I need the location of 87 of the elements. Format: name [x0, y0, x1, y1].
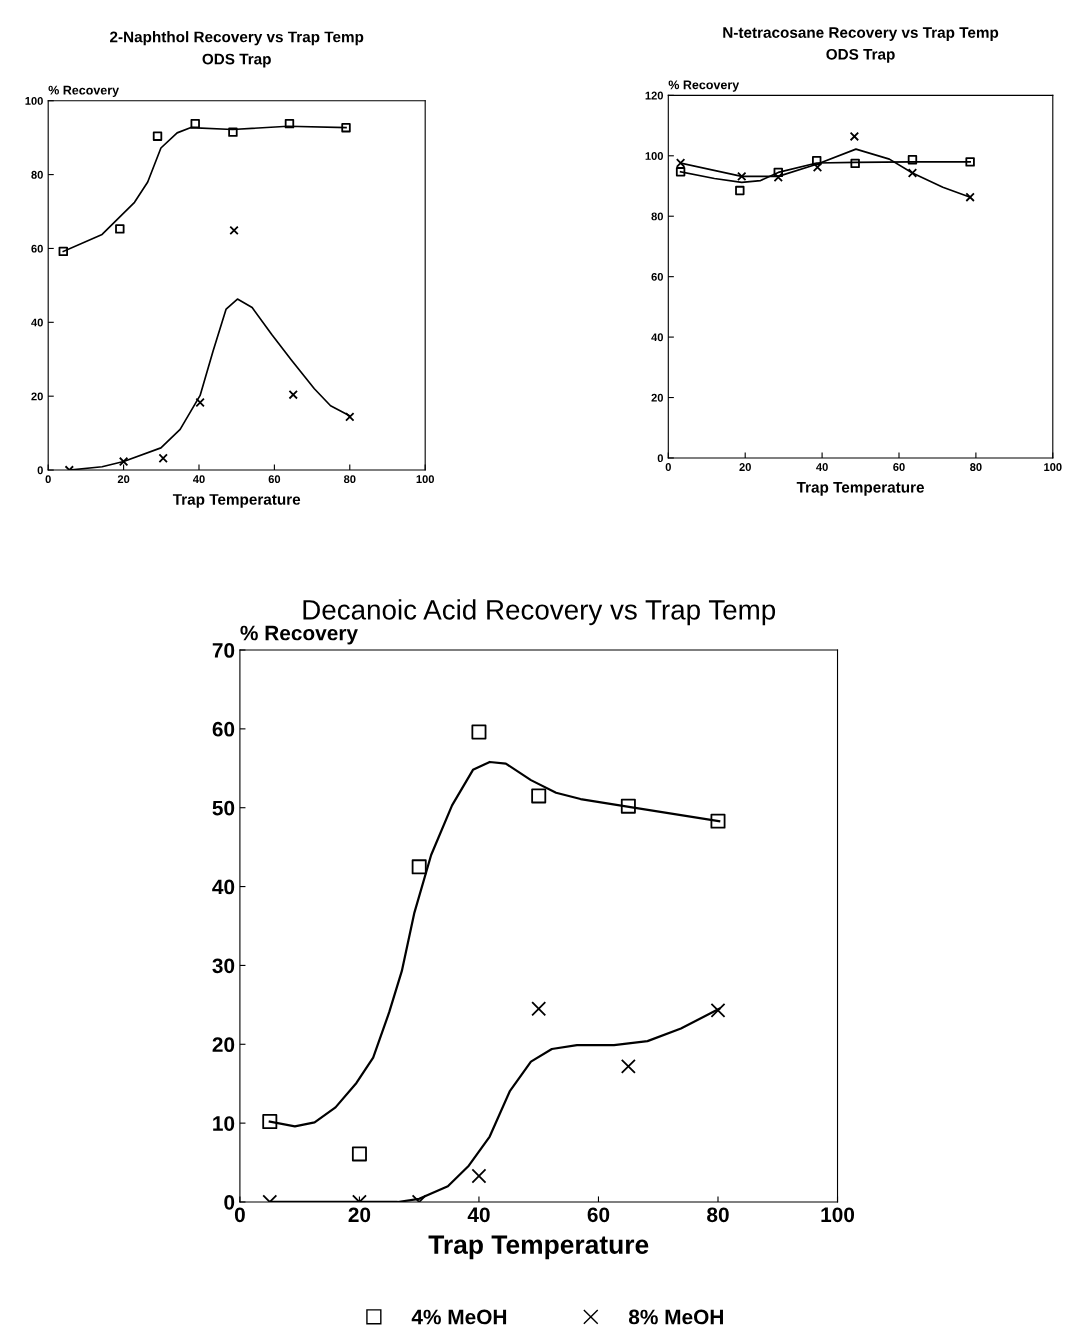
- point: [710, 813, 726, 829]
- point: [118, 456, 129, 467]
- y-tick-label: 40: [31, 318, 43, 327]
- point: [965, 192, 975, 202]
- y-axis-title: % Recovery: [48, 85, 119, 98]
- y-tick-label: 10: [213, 1116, 235, 1131]
- y-tick-label: 100: [25, 96, 43, 105]
- chart-subtitle: ODS Trap: [202, 53, 271, 68]
- x-tick-label: 100: [416, 475, 434, 484]
- point: [675, 158, 686, 168]
- y-tick-label: 40: [212, 879, 235, 895]
- point: [345, 412, 355, 422]
- x-tick-label: 20: [117, 475, 130, 484]
- chart-title: Decanoic Acid Recovery vs Trap Temp: [303, 599, 776, 626]
- x-tick-label: 100: [821, 1207, 855, 1223]
- x-tick-label: 40: [467, 1207, 490, 1223]
- x-tick-label: 60: [893, 463, 905, 471]
- point: [710, 1002, 726, 1018]
- x-tick-label: 60: [587, 1207, 610, 1223]
- point: [735, 185, 745, 196]
- point: [850, 158, 860, 169]
- x-axis-title: Trap Temperature: [172, 494, 301, 508]
- point: [190, 118, 200, 129]
- x-tick-label: 40: [192, 475, 205, 484]
- y-tick-label: 50: [212, 800, 235, 816]
- y-tick-label: 20: [212, 1037, 235, 1053]
- point: [158, 453, 168, 463]
- chart-subtitle: ODS Trap: [826, 48, 895, 63]
- y-tick-label: 80: [651, 212, 663, 221]
- point: [284, 118, 295, 129]
- y-tick-label: 0: [657, 454, 663, 463]
- point: [812, 155, 822, 166]
- point: [965, 157, 975, 167]
- point: [471, 1168, 487, 1184]
- point: [907, 155, 918, 165]
- x-tick-label: 80: [970, 463, 982, 471]
- point: [907, 168, 918, 178]
- y-tick-label: 120: [645, 91, 663, 100]
- y-tick-label: 40: [651, 333, 663, 342]
- x-tick-label: 80: [343, 475, 356, 484]
- point: [620, 1058, 636, 1074]
- chart-title: 2-Naphthol Recovery vs Trap Temp: [110, 31, 364, 46]
- point: [351, 1146, 367, 1162]
- legend-label: 4% MeOH: [411, 1309, 507, 1325]
- point: [341, 122, 351, 133]
- point: [849, 131, 860, 142]
- y-tick-label: 20: [31, 392, 43, 401]
- x-axis-title: Trap Temperature: [796, 482, 924, 496]
- point: [228, 127, 238, 137]
- point: [620, 798, 636, 814]
- x-tick-label: 20: [739, 463, 751, 471]
- point: [229, 225, 239, 236]
- y-axis-title: % Recovery: [668, 80, 740, 92]
- point: [58, 246, 68, 257]
- x-tick-label: 0: [234, 1207, 245, 1223]
- x-tick-label: 40: [816, 463, 828, 471]
- x-tick-label: 100: [1044, 463, 1062, 471]
- y-tick-label: 60: [31, 244, 43, 253]
- y-tick-label: 20: [651, 393, 663, 402]
- y-tick-label: 60: [651, 272, 663, 281]
- x-tick-label: 20: [348, 1207, 371, 1223]
- point: [411, 859, 427, 875]
- y-tick-label: 60: [212, 721, 235, 737]
- x-tick-label: 80: [707, 1207, 729, 1223]
- y-tick-label: 80: [31, 170, 43, 179]
- y-tick-label: 0: [224, 1194, 235, 1210]
- x-tick-label: 0: [45, 475, 51, 484]
- chart-title: N-tetracosane Recovery vs Trap Temp: [723, 27, 999, 41]
- point: [773, 167, 783, 178]
- legend-label: 8% MeOH: [628, 1309, 723, 1325]
- point: [471, 724, 487, 740]
- point: [531, 788, 547, 804]
- x-axis-title: Trap Temperature: [428, 1235, 649, 1260]
- y-tick-label: 70: [212, 643, 235, 658]
- point: [737, 171, 747, 182]
- y-tick-label: 30: [212, 958, 235, 974]
- x-tick-label: 60: [268, 475, 281, 484]
- point: [152, 131, 163, 141]
- y-tick-label: 100: [645, 152, 663, 160]
- point: [262, 1114, 278, 1130]
- point: [288, 389, 298, 400]
- y-axis-title: % Recovery: [240, 625, 358, 645]
- x-tick-label: 0: [665, 463, 671, 471]
- point: [115, 224, 125, 234]
- point: [531, 1001, 547, 1017]
- point: [675, 167, 686, 177]
- point: [195, 397, 205, 408]
